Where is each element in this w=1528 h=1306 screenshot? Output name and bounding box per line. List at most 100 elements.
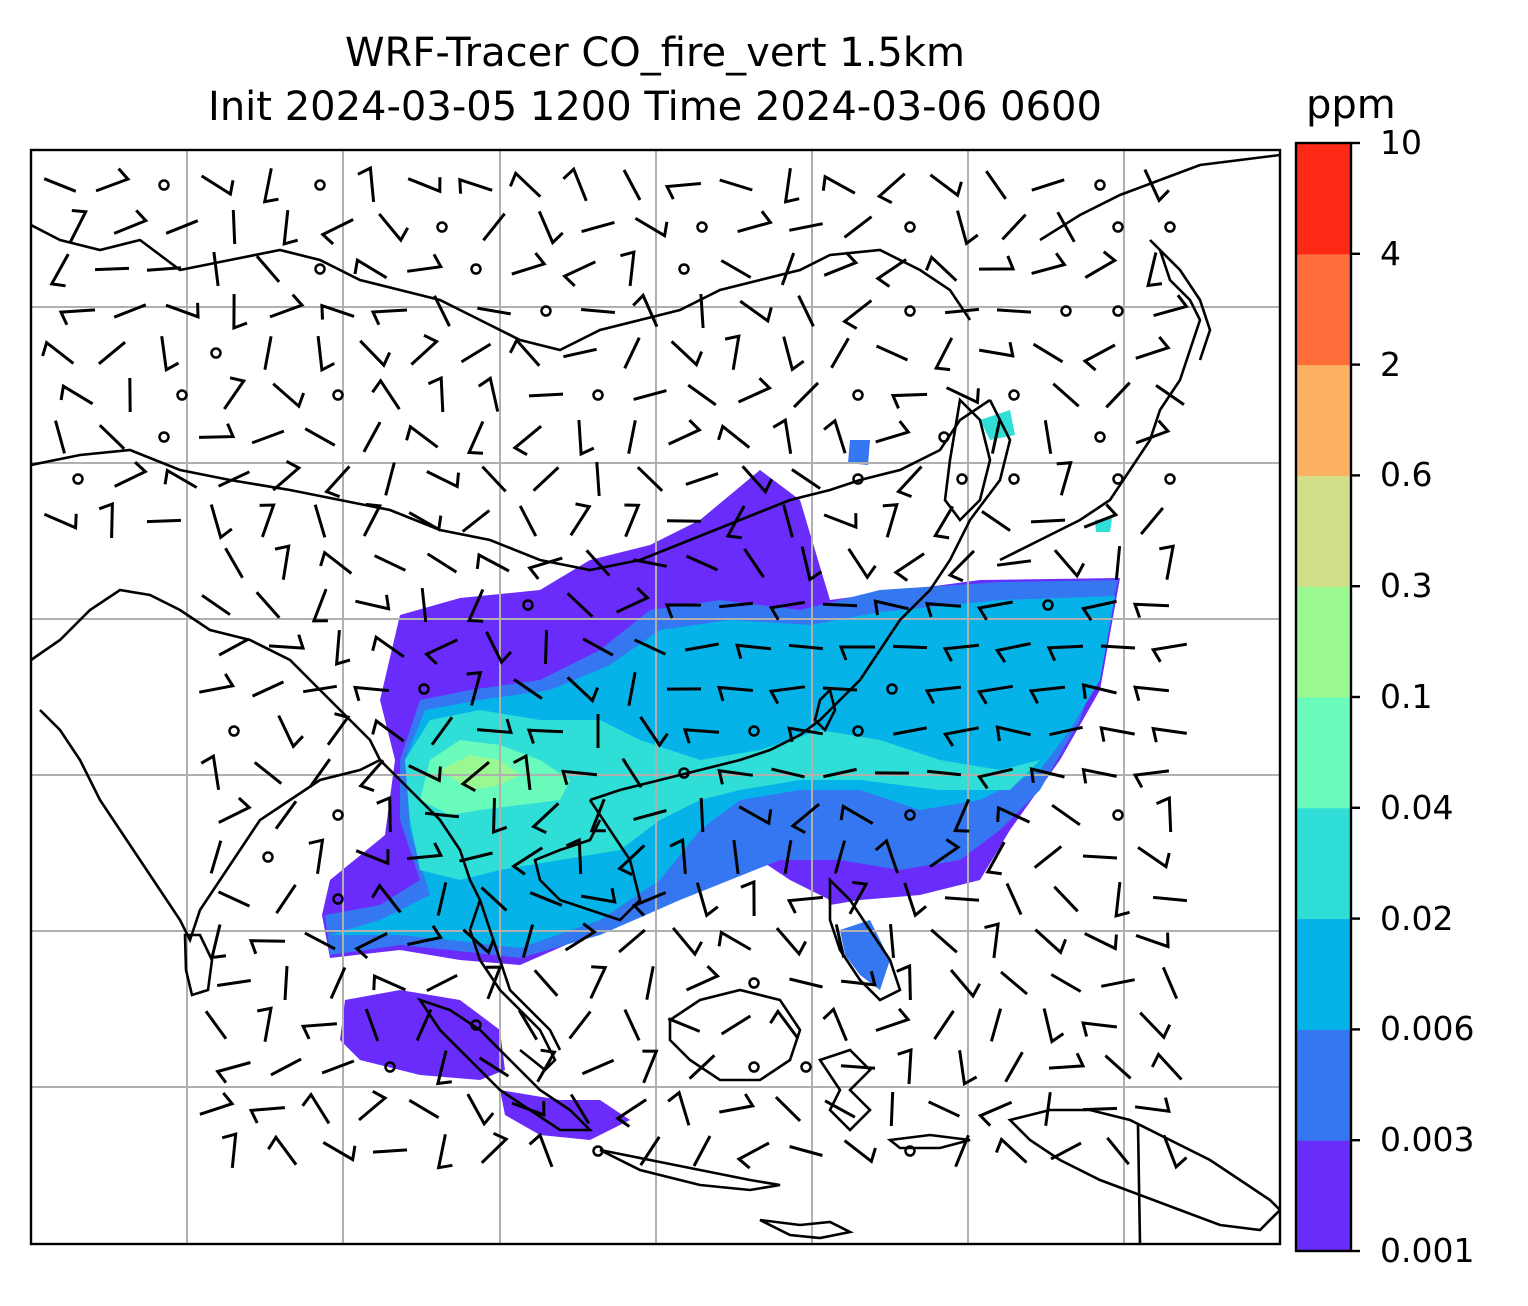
wind-barb — [622, 169, 642, 201]
colorbar-unit-label: ppm — [1306, 82, 1396, 128]
wind-barb — [996, 805, 1031, 824]
wind-barb — [739, 299, 773, 324]
wind-barb — [692, 1135, 712, 1167]
wind-barb — [269, 293, 305, 319]
wind-barb — [358, 1089, 388, 1122]
wind-barb — [326, 712, 351, 746]
wind-barb — [996, 308, 1032, 314]
wind-barb — [627, 420, 637, 454]
wind-barb — [355, 594, 391, 611]
wind-barb — [687, 383, 717, 407]
wind-barb — [529, 891, 563, 907]
wind-barb — [717, 768, 754, 785]
wind-barb — [595, 461, 601, 497]
wind-barb — [1114, 881, 1130, 918]
wind-barb — [405, 424, 439, 449]
wind-barb — [274, 544, 291, 581]
wind-barb — [199, 1091, 235, 1116]
wind-barb — [1134, 1097, 1171, 1113]
wind-barb — [667, 1017, 701, 1033]
wind-barb — [732, 839, 740, 875]
wind-barb — [873, 599, 909, 616]
wind-barb — [283, 965, 289, 1001]
wind-barb — [353, 257, 388, 280]
wind-barb — [1030, 518, 1066, 524]
coast-russia — [1039, 153, 1280, 242]
wind-barb — [996, 559, 1032, 567]
wind-barb — [43, 512, 78, 531]
wind-barb — [537, 210, 564, 246]
wind-barb — [433, 295, 451, 327]
wind-barb — [717, 685, 754, 702]
coast-indochina — [533, 799, 642, 922]
wind-barb — [371, 378, 401, 411]
calm-wind-marker — [748, 977, 760, 989]
coast-korea — [943, 397, 992, 522]
wind-barb — [458, 177, 493, 194]
calm-wind-marker — [314, 263, 326, 275]
calm-wind-marker — [1112, 221, 1124, 233]
colorbar-tick-label: 0.006 — [1380, 1009, 1475, 1049]
wind-barb — [334, 629, 351, 666]
wind-barb — [259, 503, 276, 538]
wind-barb — [512, 425, 543, 457]
wind-barb — [372, 1148, 408, 1154]
calm-wind-marker — [1094, 179, 1106, 191]
wind-barb — [256, 1006, 273, 1042]
wind-barb — [875, 420, 911, 444]
colorbar-swatch — [1296, 143, 1351, 255]
wind-barb — [695, 882, 719, 918]
coastlines — [31, 153, 1280, 1244]
calm-wind-marker — [228, 725, 240, 737]
wind-barb — [1031, 178, 1065, 192]
wind-barb — [685, 554, 719, 572]
wind-barb — [823, 767, 857, 779]
wind-barb — [632, 292, 659, 328]
wind-barb — [410, 333, 440, 366]
calm-wind-marker — [1112, 305, 1124, 317]
wind-barb — [882, 503, 899, 538]
wind-barb — [165, 302, 200, 319]
calm-wind-marker — [176, 389, 188, 401]
wind-barb — [475, 552, 510, 573]
wind-barb — [1028, 685, 1066, 704]
coast-india — [31, 588, 382, 944]
wind-barb — [926, 769, 962, 777]
wind-barb — [930, 928, 958, 954]
wind-barb — [378, 212, 410, 243]
calm-wind-marker — [436, 221, 448, 233]
wind-barb — [263, 336, 273, 370]
wind-barb — [477, 375, 500, 412]
wind-barb — [466, 670, 483, 706]
colorbar — [1296, 143, 1351, 1252]
wind-barb — [738, 805, 773, 826]
wind-barb — [1084, 932, 1118, 951]
wind-barb — [407, 924, 444, 946]
wind-barb — [277, 714, 304, 750]
wind-barb — [200, 174, 235, 197]
wind-barb — [95, 167, 131, 193]
wind-barb — [255, 255, 281, 283]
calm-wind-marker — [158, 431, 170, 443]
wind-barb — [528, 1132, 554, 1168]
wind-barb — [308, 838, 325, 875]
wind-barb — [353, 685, 390, 702]
wind-barb — [562, 166, 588, 202]
colorbar-tick-label: 0.1 — [1380, 677, 1433, 716]
wind-barb — [933, 1010, 955, 1040]
wind-barb — [984, 922, 1000, 959]
wind-barb — [797, 295, 815, 327]
wind-barb — [321, 1059, 355, 1075]
coast-java — [599, 1148, 781, 1192]
wind-barb — [223, 376, 247, 410]
wind-barb — [274, 800, 298, 830]
wind-barb — [480, 886, 508, 912]
wind-barb — [994, 642, 1031, 664]
calm-wind-marker — [72, 473, 84, 485]
wind-barb — [1004, 1051, 1024, 1083]
wind-barb — [848, 880, 869, 915]
wind-barb — [582, 637, 614, 657]
wind-barb — [253, 761, 283, 785]
wind-barb — [925, 602, 962, 618]
wind-barb — [426, 973, 458, 993]
